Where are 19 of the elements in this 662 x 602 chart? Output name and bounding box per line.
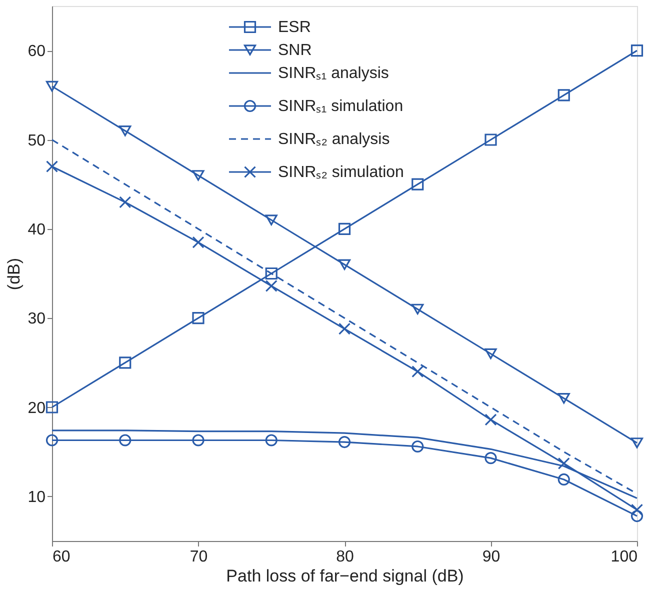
legend-label: SINRₛ₂ analysis	[278, 131, 390, 148]
y-tick-label: 10	[28, 488, 46, 506]
y-axis-title: (dB)	[4, 258, 24, 290]
x-axis-title: Path loss of far−end signal (dB)	[226, 566, 464, 586]
x-tick-label: 60	[52, 548, 70, 566]
legend-label: SINRₛ₂ simulation	[278, 164, 404, 181]
legend-label: ESR	[278, 19, 311, 36]
x-tick-label: 70	[190, 548, 208, 566]
legend-label: SINRₛ₁ analysis	[278, 65, 389, 82]
y-tick-label: 20	[28, 400, 46, 417]
legend-label: SINRₛ₁ simulation	[278, 98, 404, 115]
y-tick-label: 40	[28, 221, 46, 238]
y-tick-label: 30	[28, 310, 46, 328]
x-tick-label: 100	[610, 548, 638, 566]
y-tick-label: 50	[28, 132, 46, 150]
x-tick-label: 80	[336, 548, 354, 566]
x-tick-label: 90	[482, 548, 500, 566]
legend-label: SNR	[278, 42, 312, 59]
y-tick-label: 60	[28, 43, 46, 60]
